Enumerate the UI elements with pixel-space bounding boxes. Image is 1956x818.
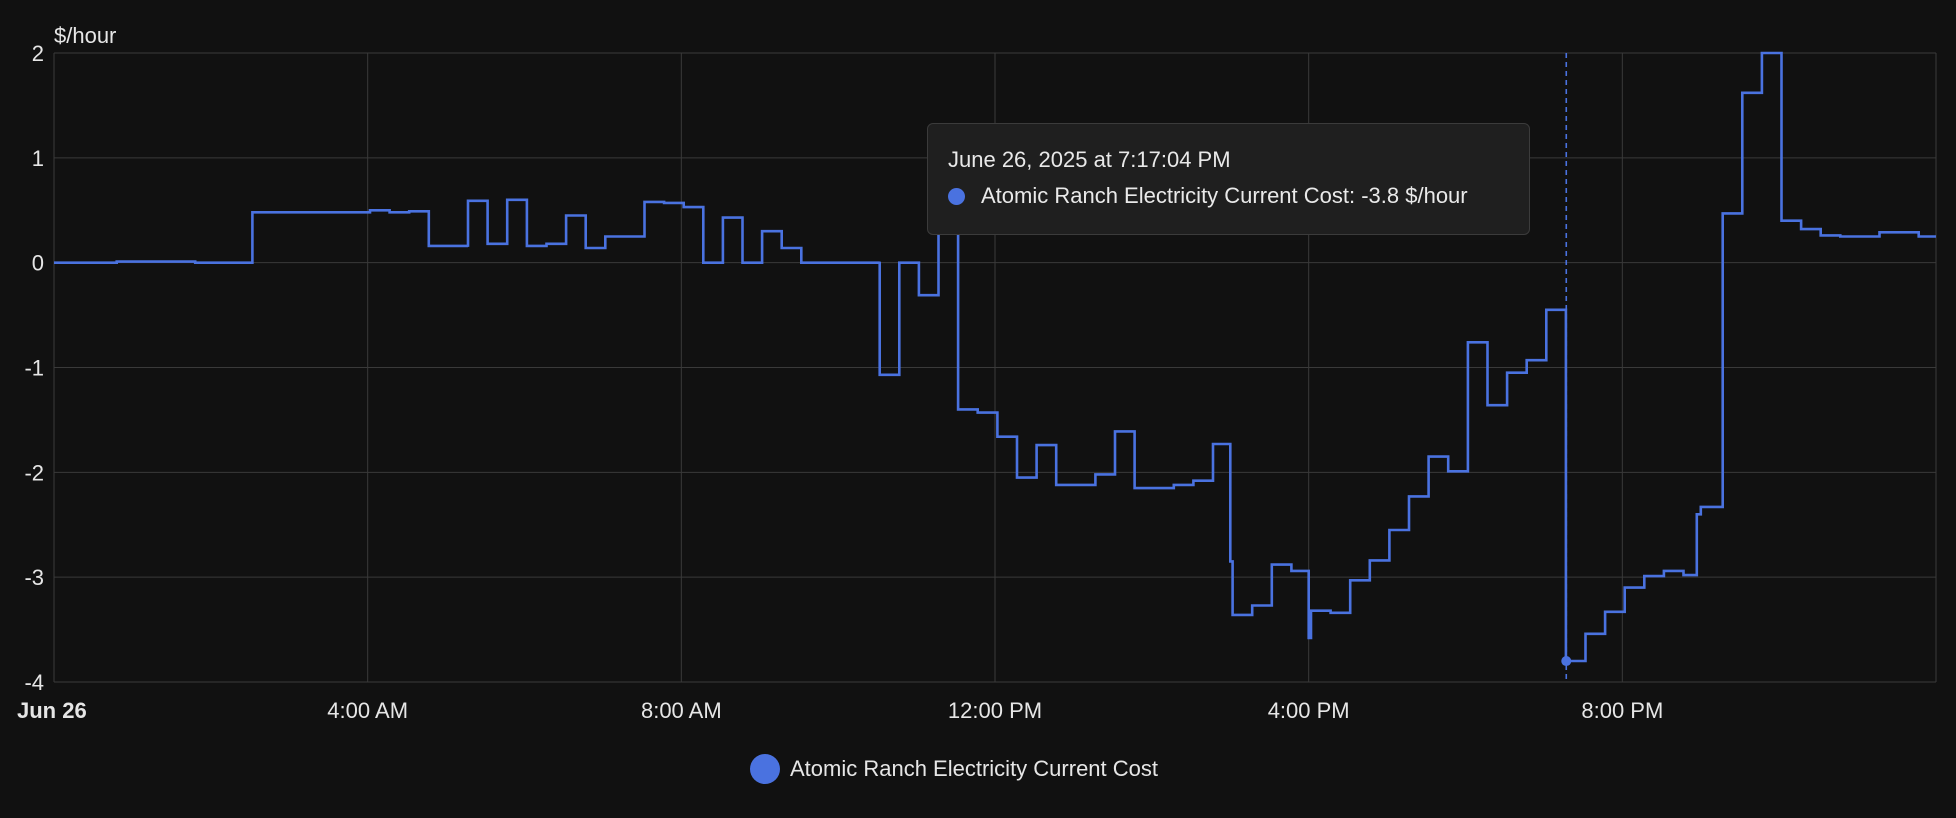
series-line [54, 51, 1936, 663]
y-tick-label: 1 [32, 146, 44, 171]
y-tick-label: -2 [24, 460, 44, 485]
y-tick-label: 2 [32, 41, 44, 66]
x-tick-label: Jun 26 [17, 698, 87, 723]
legend-series-dot-icon[interactable] [750, 754, 780, 784]
tooltip-series-dot-icon [948, 187, 965, 205]
y-tick-label: 0 [32, 251, 44, 276]
x-tick-label: 12:00 PM [948, 698, 1042, 723]
y-tick-label: -4 [24, 670, 44, 695]
x-tick-label: 4:00 AM [327, 698, 408, 723]
x-tick-label: 8:00 AM [641, 698, 722, 723]
chart-legend[interactable]: Atomic Ranch Electricity Current Cost [750, 754, 1158, 784]
legend-label[interactable]: Atomic Ranch Electricity Current Cost [790, 756, 1158, 781]
y-axis-unit-label: $/hour [54, 23, 116, 48]
hover-point [1561, 656, 1572, 667]
chart-tooltip: June 26, 2025 at 7:17:04 PM Atomic Ranch… [927, 123, 1530, 235]
x-tick-label: 8:00 PM [1581, 698, 1663, 723]
tooltip-value: Atomic Ranch Electricity Current Cost: -… [981, 183, 1468, 208]
y-tick-label: -1 [24, 356, 44, 381]
x-tick-label: 4:00 PM [1268, 698, 1350, 723]
y-tick-label: -3 [24, 565, 44, 590]
tooltip-row: Atomic Ranch Electricity Current Cost: -… [948, 182, 1509, 210]
tooltip-date: June 26, 2025 at 7:17:04 PM [948, 147, 1231, 172]
